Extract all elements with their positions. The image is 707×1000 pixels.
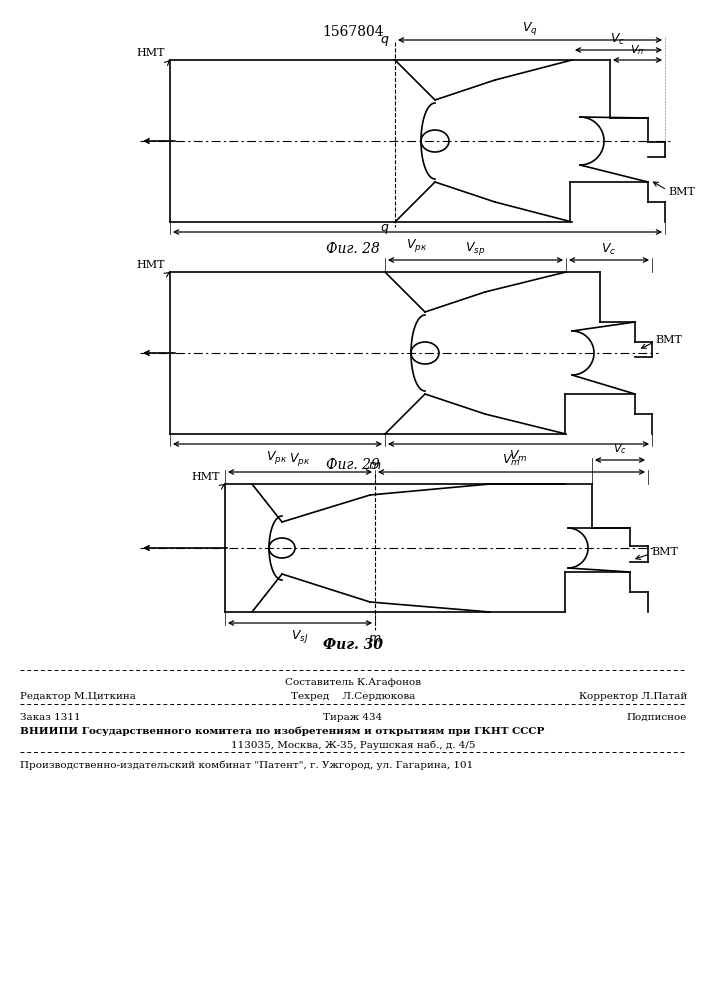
Text: $V_{sp}$: $V_{sp}$ [465, 240, 485, 257]
Text: $V_c$: $V_c$ [610, 32, 626, 47]
Text: $V_m$: $V_m$ [509, 449, 527, 464]
Text: Редактор М.Циткина: Редактор М.Циткина [20, 692, 136, 701]
Text: q: q [380, 221, 388, 233]
Text: Подписное: Подписное [626, 713, 687, 722]
Text: $V_{рк}$: $V_{рк}$ [407, 237, 428, 254]
Text: Заказ 1311: Заказ 1311 [20, 713, 81, 722]
Text: НМТ: НМТ [192, 472, 220, 482]
Text: $V_п$: $V_п$ [630, 43, 644, 57]
Text: ВНИИПИ Государственного комитета по изобретениям и открытиям при ГКНТ СССР: ВНИИПИ Государственного комитета по изоб… [20, 727, 544, 736]
Text: ВМТ: ВМТ [651, 547, 678, 557]
Text: $V_{рк}$: $V_{рк}$ [289, 451, 310, 468]
Text: НМТ: НМТ [136, 48, 165, 58]
Text: 1567804: 1567804 [322, 25, 384, 39]
Text: $V_c$: $V_c$ [602, 242, 617, 257]
Text: m: m [369, 632, 381, 645]
Text: ВМТ: ВМТ [668, 187, 695, 197]
Text: Тираж 434: Тираж 434 [323, 713, 382, 722]
Text: $V_{рк}$: $V_{рк}$ [267, 449, 288, 466]
Text: m: m [369, 459, 381, 472]
Text: ВМТ: ВМТ [655, 335, 682, 345]
Text: 113035, Москва, Ж-35, Раушская наб., д. 4/5: 113035, Москва, Ж-35, Раушская наб., д. … [230, 740, 475, 750]
Text: Производственно-издательский комбинат "Патент", г. Ужгород, ул. Гагарина, 101: Производственно-издательский комбинат "П… [20, 761, 473, 770]
Text: $V_q$: $V_q$ [522, 20, 538, 37]
Text: q: q [380, 33, 388, 46]
Text: Техред    Л.Сердюкова: Техред Л.Сердюкова [291, 692, 415, 701]
Text: Фиг. 29: Фиг. 29 [326, 458, 380, 472]
Text: Фиг. 28: Фиг. 28 [326, 242, 380, 256]
Text: НМТ: НМТ [136, 260, 165, 270]
Text: Фиг. 30: Фиг. 30 [323, 638, 383, 652]
Text: $V_m$: $V_m$ [502, 453, 520, 468]
Text: Корректор Л.Патай: Корректор Л.Патай [579, 692, 687, 701]
Text: $V_c$: $V_c$ [613, 442, 627, 456]
Text: $V_{sJ}$: $V_{sJ}$ [291, 628, 309, 645]
Text: Составитель К.Агафонов: Составитель К.Агафонов [285, 678, 421, 687]
